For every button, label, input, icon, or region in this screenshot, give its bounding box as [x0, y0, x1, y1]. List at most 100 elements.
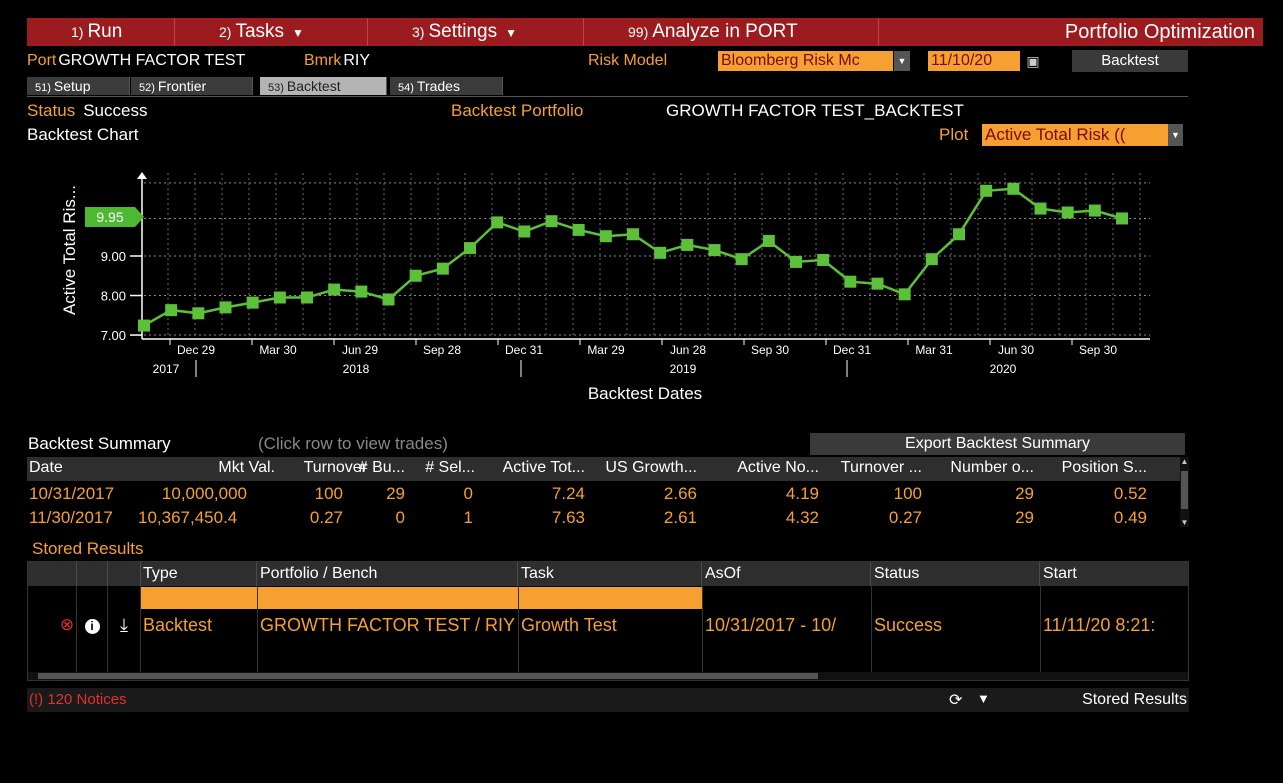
- column-header-mkt-val[interactable]: Mkt Val.: [218, 459, 275, 476]
- data-point[interactable]: [708, 244, 721, 257]
- data-point[interactable]: [219, 301, 232, 314]
- data-point[interactable]: [735, 253, 748, 266]
- column-header-turnover-2[interactable]: Turnover ...: [840, 459, 922, 476]
- data-point[interactable]: [817, 253, 830, 266]
- column-header-task[interactable]: Task: [519, 562, 702, 586]
- data-point[interactable]: [192, 307, 205, 320]
- data-point[interactable]: [464, 242, 476, 255]
- notices-link[interactable]: (!) 120 Notices: [29, 691, 127, 708]
- table-row[interactable]: 10/31/2017 10,000,000 100 29 0 7.24 2.66…: [27, 484, 1180, 506]
- data-point[interactable]: [436, 262, 449, 275]
- data-point[interactable]: [1116, 212, 1128, 225]
- column-header-num-sells[interactable]: # Sel...: [425, 459, 475, 476]
- data-point[interactable]: [790, 255, 802, 268]
- data-point[interactable]: [409, 269, 422, 282]
- column-header-active-non-factor[interactable]: Active No...: [737, 459, 819, 476]
- data-point[interactable]: [138, 319, 150, 332]
- tab-trades[interactable]: 54) Trades: [390, 77, 503, 95]
- stored-results-footer-label: Stored Results: [1082, 691, 1187, 708]
- refresh-icon[interactable]: ⟳: [949, 692, 963, 709]
- column-header-position-size[interactable]: Position S...: [1061, 459, 1147, 476]
- scroll-up-icon[interactable]: ▲: [1180, 457, 1189, 466]
- backtest-button[interactable]: Backtest: [1072, 50, 1188, 72]
- data-point[interactable]: [762, 234, 775, 247]
- data-point[interactable]: [545, 215, 558, 228]
- port-value[interactable]: GROWTH FACTOR TEST: [58, 52, 246, 69]
- run-menu[interactable]: 1) Run: [27, 18, 175, 46]
- x-tick-label: Jun 28: [670, 343, 706, 357]
- analyze-in-port-menu[interactable]: 99) Analyze in PORT: [584, 18, 879, 46]
- benchmark-value[interactable]: RIY: [343, 52, 370, 69]
- column-header-date[interactable]: Date: [29, 459, 63, 476]
- data-point[interactable]: [1034, 202, 1047, 215]
- column-header-start[interactable]: Start: [1043, 565, 1077, 582]
- info-icon[interactable]: i: [80, 613, 104, 637]
- column-header-num-buys[interactable]: # Bu...: [358, 459, 405, 476]
- data-point[interactable]: [518, 225, 531, 238]
- horizontal-scrollbar-thumb[interactable]: [38, 673, 818, 679]
- data-point[interactable]: [273, 291, 286, 304]
- summary-scrollbar[interactable]: ▲ ▼: [1180, 457, 1189, 527]
- port-field: Port GROWTH FACTOR TEST: [27, 52, 246, 69]
- column-header-us-growth[interactable]: US Growth...: [605, 459, 697, 476]
- download-icon[interactable]: ⤓: [120, 615, 128, 635]
- data-point[interactable]: [844, 275, 857, 288]
- data-point[interactable]: [980, 184, 993, 197]
- filter-type-input[interactable]: [141, 587, 257, 609]
- filter-task-input[interactable]: [519, 587, 702, 609]
- data-point[interactable]: [165, 304, 178, 317]
- scroll-down-icon[interactable]: ▼: [1180, 518, 1189, 527]
- column-header-asof[interactable]: AsOf: [703, 562, 871, 586]
- data-point[interactable]: [246, 296, 259, 309]
- data-point[interactable]: [871, 277, 884, 290]
- cell-date: 10/31/2017: [29, 484, 115, 503]
- cell-start: 11/11/20 8:21:: [1043, 615, 1156, 635]
- dropdown-arrow-icon[interactable]: ▼: [977, 691, 990, 706]
- data-point[interactable]: [382, 293, 395, 306]
- tab-frontier[interactable]: 52) Frontier: [131, 77, 253, 95]
- data-point[interactable]: [1088, 204, 1101, 217]
- column-header-status[interactable]: Status: [872, 562, 1040, 586]
- data-point[interactable]: [681, 238, 694, 251]
- as-of-date-input[interactable]: 11/10/20: [928, 51, 1020, 71]
- data-point[interactable]: [898, 288, 911, 301]
- column-header-turnover[interactable]: Turnover: [303, 459, 367, 476]
- column-header-active-total-risk[interactable]: Active Tot...: [502, 459, 585, 476]
- column-header-portfolio-bench[interactable]: Portfolio / Bench: [258, 562, 518, 586]
- data-point[interactable]: [572, 223, 585, 236]
- filter-portfolio-input[interactable]: [258, 587, 518, 609]
- export-backtest-summary-button[interactable]: Export Backtest Summary: [810, 433, 1185, 455]
- tab-setup[interactable]: 51) Setup: [27, 77, 130, 95]
- data-point[interactable]: [599, 230, 612, 243]
- data-point[interactable]: [328, 283, 341, 296]
- data-point[interactable]: [301, 291, 313, 304]
- data-point[interactable]: [491, 216, 504, 229]
- data-point[interactable]: [925, 253, 938, 266]
- stored-horizontal-scrollbar[interactable]: [28, 672, 1188, 680]
- data-point[interactable]: [355, 285, 368, 298]
- tasks-menu[interactable]: 2) Tasks ▼: [175, 18, 368, 46]
- stored-result-row[interactable]: ⊗ i ⤓ Backtest GROWTH FACTOR TEST / RIY …: [28, 613, 1188, 637]
- plot-select[interactable]: Active Total Risk ((: [982, 124, 1168, 146]
- summary-scrollbar-thumb[interactable]: [1181, 471, 1188, 509]
- column-divider: [702, 586, 703, 680]
- y-axis-arrow: [137, 172, 147, 179]
- backtest-chart[interactable]: 7.008.009.00 Dec 29 Mar 30 Jun 29 Sep 28 Dec…: [20, 155, 1200, 425]
- tab-backtest[interactable]: 53) Backtest: [260, 77, 387, 95]
- chevron-down-icon[interactable]: ▼: [1168, 124, 1183, 146]
- data-point[interactable]: [627, 228, 639, 241]
- table-row[interactable]: 11/30/2017 10,367,450.4 0.27 0 1 7.63 2.…: [27, 508, 1180, 530]
- chevron-down-icon[interactable]: ▼: [894, 51, 910, 71]
- data-point[interactable]: [1007, 182, 1020, 195]
- risk-model-select[interactable]: Bloomberg Risk Mc: [718, 51, 893, 71]
- column-header-blank-2: [56, 562, 77, 586]
- data-point[interactable]: [1061, 206, 1074, 219]
- column-header-number-of[interactable]: Number o...: [950, 459, 1034, 476]
- data-point[interactable]: [953, 228, 965, 241]
- settings-menu[interactable]: 3) Settings ▼: [368, 18, 584, 46]
- data-point[interactable]: [654, 246, 667, 259]
- delete-icon[interactable]: ⊗: [59, 615, 75, 634]
- year-label: 2018: [343, 362, 370, 376]
- column-header-type[interactable]: Type: [141, 562, 257, 586]
- calendar-icon[interactable]: ▣: [1026, 53, 1040, 69]
